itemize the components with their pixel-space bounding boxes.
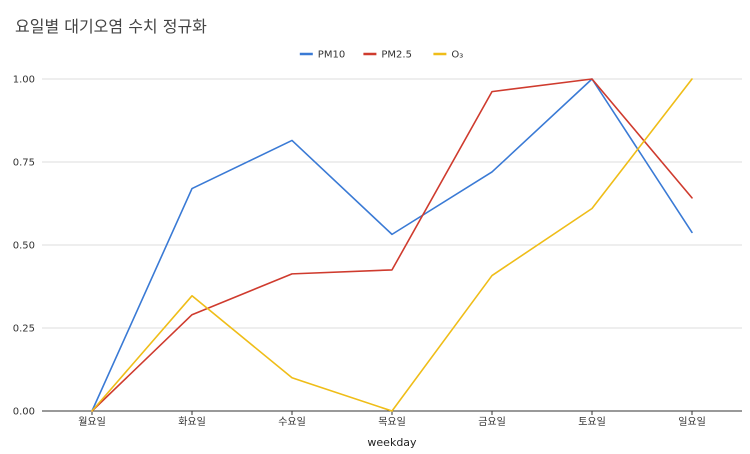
x-tick-label: 일요일 — [678, 416, 706, 428]
series-line — [91, 78, 693, 412]
gridlines — [42, 78, 742, 329]
x-axis-title: weekday — [367, 436, 417, 449]
legend: PM10 PM2.5 O₃ — [299, 50, 463, 61]
y-tick-label: 0.50 — [13, 241, 35, 252]
series — [91, 78, 693, 412]
y-tick-label: 1.00 — [13, 75, 35, 86]
x-tick-label: 화요일 — [178, 416, 206, 428]
y-tick-label: 0.75 — [13, 158, 35, 169]
x-tick-label: 금요일 — [478, 416, 506, 428]
x-tick-label: 월요일 — [78, 416, 106, 428]
x-tick-label: 토요일 — [578, 416, 606, 428]
y-axis-ticks: 0.00 0.25 0.50 0.75 1.00 — [13, 75, 35, 418]
chart-title: 요일별 대기오염 수치 정규화 — [15, 17, 207, 36]
y-tick-label: 0.00 — [13, 407, 35, 418]
x-tick-label: 목요일 — [378, 416, 406, 428]
x-tick-label: 수요일 — [278, 416, 306, 428]
series-line — [91, 78, 693, 412]
legend-label: PM10 — [318, 50, 345, 61]
legend-label: O₃ — [451, 50, 463, 61]
x-axis-ticks: 월요일 화요일 수요일 목요일 금요일 토요일 일요일 — [78, 411, 706, 428]
legend-label: PM2.5 — [381, 50, 412, 61]
y-tick-label: 0.25 — [13, 324, 35, 335]
